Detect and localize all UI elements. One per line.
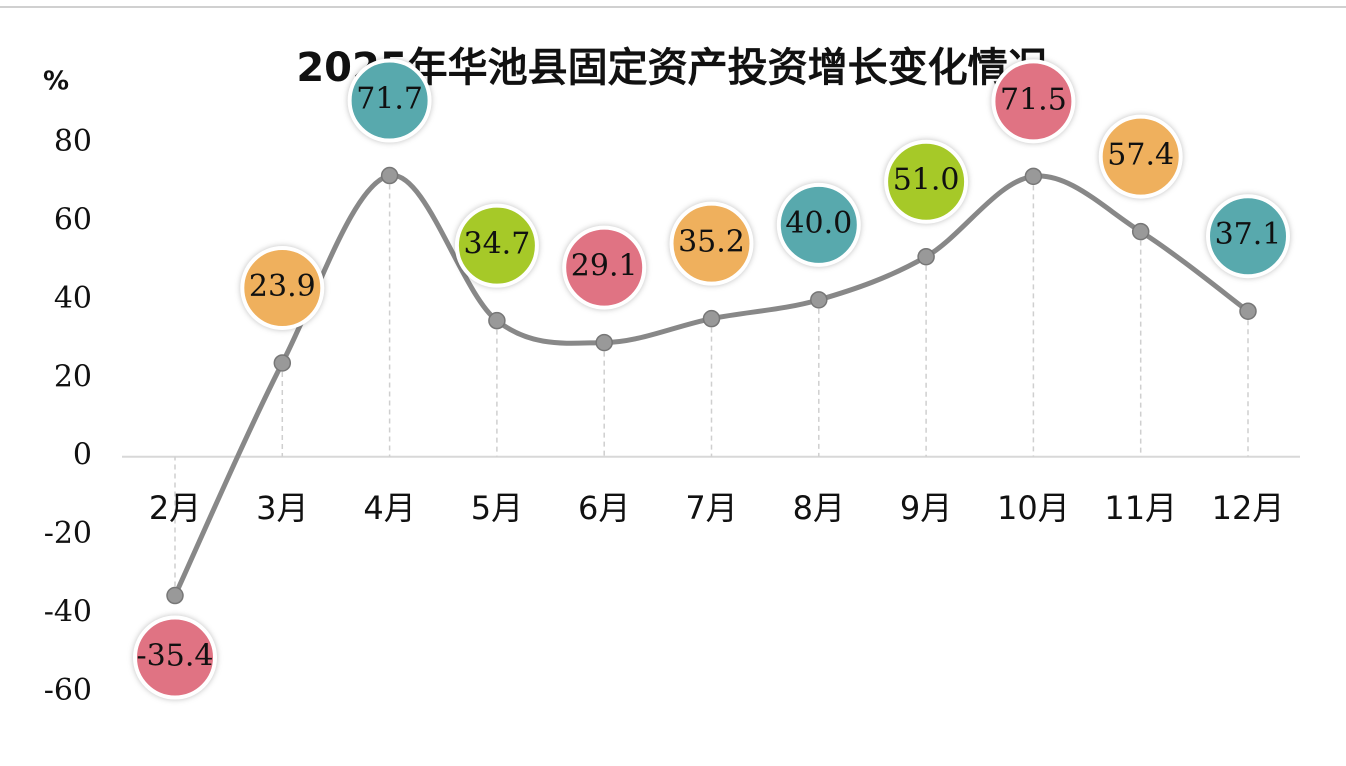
point: [380, 166, 399, 185]
point: [273, 354, 292, 372]
value-label: 35.2: [678, 225, 745, 260]
point: [595, 333, 613, 352]
label-bubble: [669, 201, 754, 286]
value-label: 51.0: [893, 163, 960, 198]
point: [810, 291, 828, 309]
x-tick-label: 7月: [685, 489, 737, 527]
x-tick-label: 10月: [997, 489, 1070, 527]
x-tick-label: 2月: [149, 489, 201, 527]
label-bubble: [1098, 114, 1183, 199]
value-label: 57.4: [1107, 138, 1174, 173]
value-label: 37.1: [1215, 217, 1282, 252]
value-label: 71.5: [1000, 82, 1067, 117]
x-tick-label: 3月: [256, 489, 308, 527]
y-tick-label: 40: [54, 281, 92, 316]
x-tick-label: 12月: [1212, 489, 1285, 527]
y-tick-label: -40: [44, 595, 92, 630]
y-tick-label: -60: [44, 673, 92, 708]
label-bubble: [1206, 194, 1290, 279]
label-bubble: [347, 58, 432, 143]
y-tick-label: 20: [54, 359, 92, 394]
point: [1024, 167, 1043, 186]
point: [917, 247, 935, 266]
label-bubble: [884, 139, 969, 224]
value-label: 40.0: [785, 206, 852, 241]
value-label: 34.7: [464, 227, 531, 262]
x-tick-label: 8月: [793, 489, 845, 527]
value-label: 29.1: [571, 249, 638, 284]
y-tick-label: 0: [73, 438, 92, 473]
value-label: -35.4: [137, 639, 214, 674]
label-bubble: [776, 182, 861, 267]
x-tick-label: 4月: [363, 489, 415, 527]
point: [1239, 302, 1257, 320]
point: [1131, 222, 1150, 241]
label-bubble: [991, 59, 1076, 144]
y-tick-label: -20: [44, 516, 92, 551]
x-tick-label: 5月: [471, 489, 523, 527]
y-tick-label: 60: [54, 202, 92, 237]
y-axis-label: %: [43, 67, 69, 97]
x-tick-label: 9月: [900, 489, 952, 527]
label-bubble: [133, 615, 217, 700]
value-label: 71.7: [356, 82, 423, 117]
point: [488, 311, 506, 330]
label-bubble: [454, 203, 539, 288]
value-label: 23.9: [249, 269, 316, 304]
label-bubble: [562, 225, 647, 310]
point: [702, 309, 721, 328]
y-tick-label: 80: [54, 124, 92, 159]
x-tick-label: 6月: [578, 489, 630, 527]
point: [166, 586, 184, 605]
x-tick-label: 11月: [1104, 489, 1177, 527]
label-bubble: [240, 245, 325, 330]
